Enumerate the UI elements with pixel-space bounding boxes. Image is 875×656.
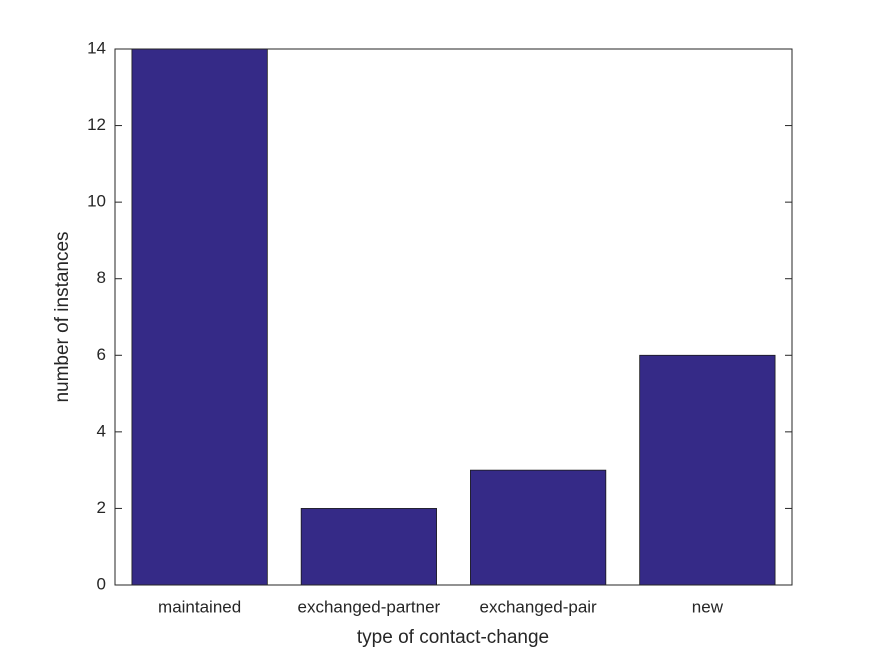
bar	[470, 469, 607, 586]
y-tick-label: 12	[87, 115, 106, 134]
bar	[131, 48, 268, 586]
x-tick-label: new	[692, 597, 724, 616]
bar	[639, 354, 776, 586]
x-tick-label: maintained	[158, 597, 241, 616]
y-axis-label: number of instances	[52, 231, 73, 402]
x-tick-label: exchanged-partner	[298, 597, 441, 616]
x-axis-label: type of contact-change	[357, 627, 549, 648]
x-tick-label: exchanged-pair	[480, 597, 598, 616]
y-tick-label: 0	[97, 574, 106, 593]
y-tick-label: 6	[97, 345, 106, 364]
axes-box	[114, 48, 793, 586]
y-tick-label: 10	[87, 192, 106, 211]
y-tick-label: 14	[87, 38, 106, 57]
y-tick-label: 4	[97, 421, 106, 440]
y-tick-label: 8	[97, 268, 106, 287]
y-tick-label: 2	[97, 498, 106, 517]
bar	[300, 508, 437, 586]
